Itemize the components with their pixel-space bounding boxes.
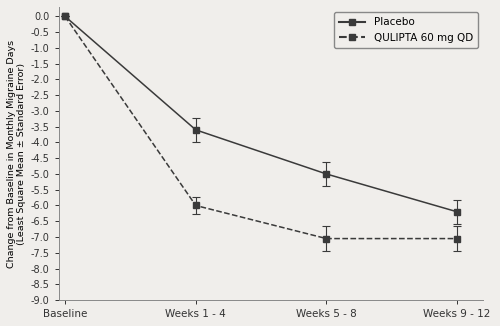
Legend: Placebo, QULIPTA 60 mg QD: Placebo, QULIPTA 60 mg QD (334, 12, 478, 48)
Y-axis label: Change from Baseline in Monthly Migraine Days
(Least Square Mean ± Standard Erro: Change from Baseline in Monthly Migraine… (7, 39, 26, 268)
